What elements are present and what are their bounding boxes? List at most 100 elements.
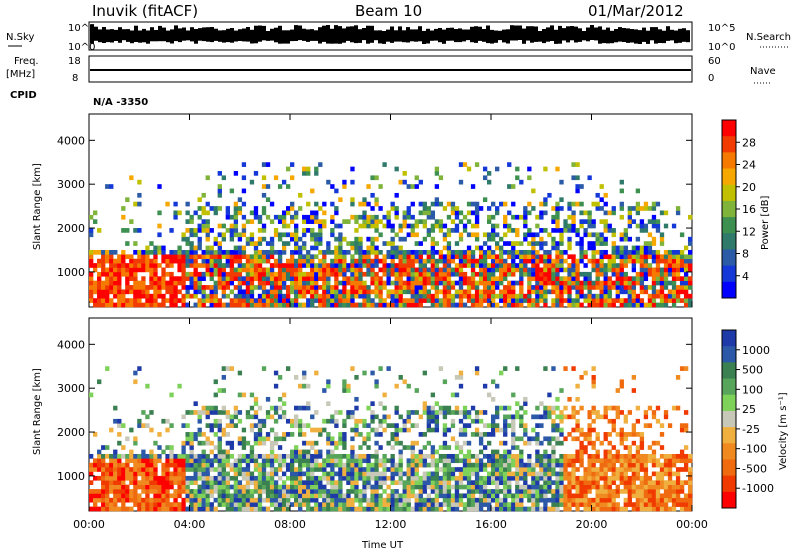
- heatmap-cell: [229, 418, 235, 424]
- heatmap-cell: [306, 302, 311, 308]
- heatmap-cell: [394, 480, 399, 485]
- heatmap-cell: [249, 276, 255, 281]
- heatmap-cell: [346, 475, 351, 481]
- heatmap-cell: [511, 184, 516, 189]
- heatmap-cell: [125, 436, 130, 442]
- heatmap-cell: [382, 214, 387, 220]
- heatmap-cell: [338, 249, 343, 255]
- heatmap-cell: [466, 201, 472, 207]
- heatmap-cell: [414, 289, 419, 295]
- heatmap-cell: [539, 458, 544, 464]
- heatmap-cell: [145, 298, 150, 303]
- heatmap-cell: [635, 418, 641, 424]
- heatmap-cell: [310, 458, 315, 464]
- heatmap-cell: [486, 206, 492, 211]
- heatmap-cell: [149, 427, 154, 433]
- heatmap-cell: [495, 449, 500, 455]
- heatmap-cell: [285, 462, 291, 468]
- heatmap-cell: [543, 414, 548, 420]
- heatmap-cell: [611, 249, 616, 255]
- heatmap-cell: [491, 475, 496, 481]
- heatmap-cell: [350, 245, 355, 251]
- heatmap-cell: [398, 453, 403, 459]
- heatmap-cell: [101, 475, 106, 481]
- heatmap-cell: [430, 285, 436, 290]
- heatmap-cell: [639, 271, 645, 277]
- heatmap-cell: [326, 418, 331, 424]
- heatmap-cell: [442, 432, 448, 437]
- heatmap-cell: [555, 206, 560, 211]
- heatmap-cell: [591, 219, 596, 224]
- heatmap-cell: [189, 254, 194, 260]
- heatmap-cell: [551, 214, 556, 220]
- heatmap-cell: [515, 506, 520, 512]
- heatmap-cell: [382, 285, 387, 290]
- heatmap-cell: [306, 405, 311, 411]
- heatmap-cell: [205, 249, 210, 255]
- heatmap-cell: [671, 249, 677, 255]
- nsky-bar: [618, 27, 622, 42]
- heatmap-cell: [599, 232, 604, 238]
- heatmap-cell: [125, 280, 130, 286]
- nsky-bar: [682, 28, 686, 42]
- heatmap-cell: [426, 289, 431, 295]
- heatmap-cell: [559, 289, 564, 295]
- heatmap-cell: [153, 293, 158, 299]
- heatmap-cell: [539, 506, 544, 512]
- heatmap-cell: [306, 471, 311, 477]
- heatmap-cell: [491, 467, 496, 472]
- heatmap-cell: [117, 453, 122, 459]
- heatmap-cell: [643, 423, 649, 428]
- heatmap-cell: [354, 475, 359, 481]
- heatmap-cell: [394, 497, 399, 503]
- heatmap-cell: [543, 497, 548, 503]
- heatmap-cell: [434, 263, 440, 268]
- heatmap-cell: [474, 475, 480, 481]
- heatmap-cell: [438, 467, 444, 472]
- heatmap-cell: [559, 241, 564, 246]
- heatmap-cell: [667, 423, 673, 428]
- heatmap-cell: [607, 418, 612, 424]
- heatmap-cell: [523, 267, 528, 273]
- heatmap-cell: [229, 254, 235, 260]
- heatmap-cell: [635, 449, 641, 455]
- heatmap-cell: [249, 267, 255, 273]
- heatmap-cell: [390, 298, 395, 303]
- heatmap-cell: [430, 497, 436, 503]
- heatmap-cell: [519, 405, 524, 411]
- heatmap-cell: [213, 506, 218, 512]
- nsky-bar: [338, 26, 342, 44]
- heatmap-cell: [515, 502, 520, 507]
- heatmap-cell: [643, 249, 649, 255]
- heatmap-cell: [575, 418, 580, 424]
- heatmap-cell: [386, 414, 391, 420]
- heatmap-cell: [318, 271, 323, 277]
- heatmap-cell: [285, 289, 291, 295]
- heatmap-cell: [265, 289, 271, 295]
- heatmap-cell: [346, 410, 351, 415]
- heatmap-cell: [342, 462, 347, 468]
- heatmap-cell: [314, 263, 319, 268]
- heatmap-cell: [631, 206, 637, 211]
- heatmap-cell: [595, 298, 600, 303]
- colorbar-swatch: [722, 200, 736, 218]
- heatmap-cell: [350, 462, 355, 468]
- heatmap-cell: [627, 502, 632, 507]
- heatmap-cell: [627, 489, 632, 494]
- heatmap-cell: [298, 245, 303, 251]
- heatmap-cell: [515, 166, 520, 172]
- heatmap-cell: [430, 506, 436, 512]
- heatmap-cell: [619, 245, 624, 251]
- heatmap-cell: [273, 214, 279, 220]
- heatmap-cell: [338, 298, 343, 303]
- heatmap-cell: [165, 506, 170, 512]
- heatmap-cell: [125, 271, 130, 277]
- heatmap-cell: [314, 493, 319, 499]
- heatmap-cell: [394, 249, 399, 255]
- heatmap-cell: [434, 171, 440, 176]
- heatmap-cell: [169, 276, 174, 281]
- heatmap-cell: [478, 263, 484, 268]
- heatmap-cell: [125, 489, 130, 494]
- heatmap-cell: [579, 245, 584, 251]
- heatmap-cell: [189, 489, 194, 494]
